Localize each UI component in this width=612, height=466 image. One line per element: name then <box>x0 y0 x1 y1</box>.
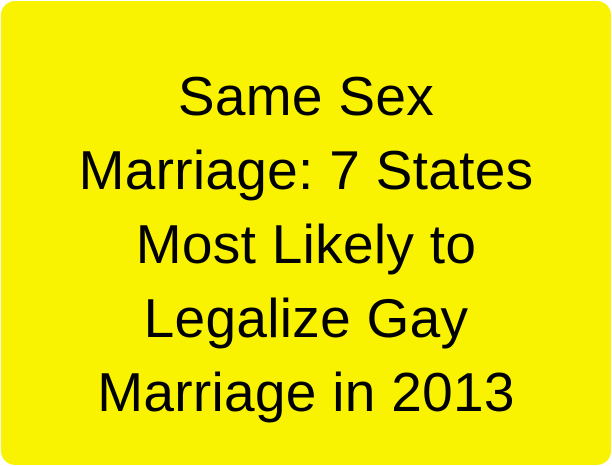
headline-title: Same Sex Marriage: 7 States Most Likely … <box>1 59 611 429</box>
headline-line-1: Same Sex <box>177 65 435 127</box>
headline-line-5: Marriage in 2013 <box>97 361 515 423</box>
headline-line-2: Marriage: 7 States <box>78 139 534 201</box>
headline-line-4: Legalize Gay <box>143 287 469 349</box>
headline-line-3: Most Likely to <box>135 213 477 275</box>
